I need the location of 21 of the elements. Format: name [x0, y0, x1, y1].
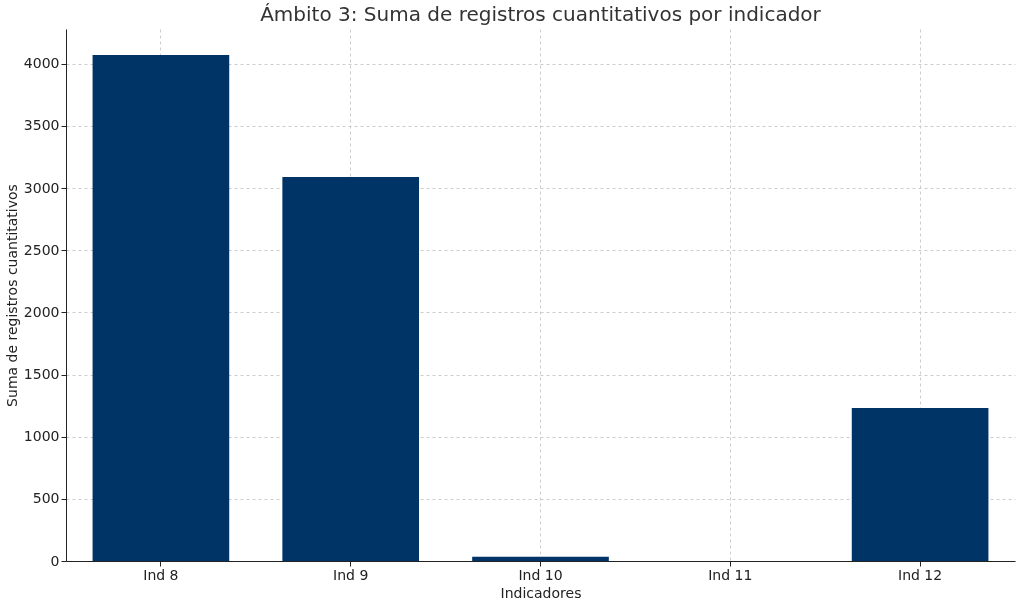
- y-axis-title: Suma de registros cuantitativos: [3, 184, 20, 407]
- bar: [851, 408, 989, 561]
- y-tick-label: 3000: [23, 179, 60, 196]
- y-tick-label: 3500: [23, 117, 60, 134]
- y-tick-label: 2500: [23, 241, 60, 258]
- y-tick-label: 0: [50, 552, 60, 569]
- bar: [92, 55, 230, 561]
- y-tick-label: 1500: [23, 366, 60, 383]
- y-tick-label: 1000: [23, 428, 60, 445]
- bar: [472, 556, 609, 561]
- x-tick-label: Ind 12: [898, 566, 943, 583]
- x-tick-label: Ind 11: [708, 566, 753, 583]
- y-tick-label: 2000: [23, 303, 60, 320]
- x-tick-label: Ind 9: [333, 566, 369, 583]
- y-tick-label: 4000: [23, 55, 60, 72]
- x-tick-label: Ind 8: [143, 566, 179, 583]
- x-axis-title: Indicadores: [500, 584, 582, 601]
- bar: [282, 176, 420, 561]
- chart-title: Ámbito 3: Suma de registros cuantitativos por indicador: [260, 2, 822, 26]
- y-tick-label: 500: [32, 490, 60, 507]
- x-tick-label: Ind 10: [518, 566, 563, 583]
